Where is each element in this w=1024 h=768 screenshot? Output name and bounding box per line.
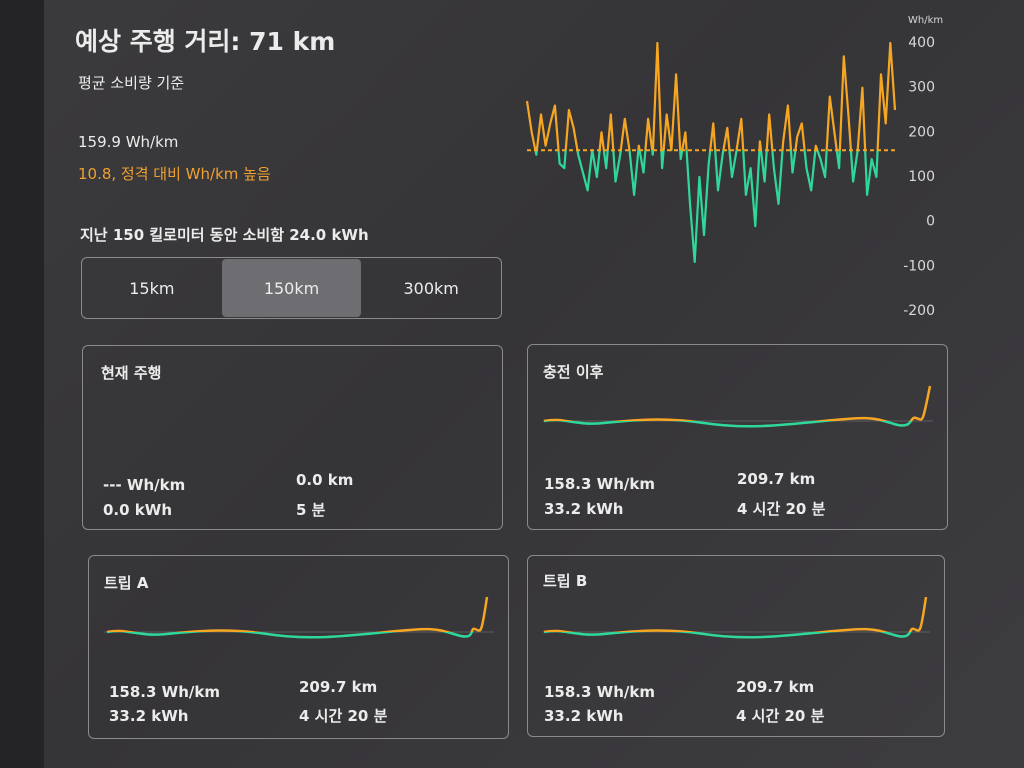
card: 트립 A 158.3 Wh/km 33.2 kWh 209.7 km 4 시간 …	[88, 555, 509, 739]
distance-tab[interactable]: 15km	[129, 278, 175, 298]
y-tick-label: 0	[926, 214, 935, 230]
y-tick-label: -200	[903, 303, 935, 319]
card-title: 충전 이후	[543, 363, 604, 381]
distance-tabs: 15km 150km 300km	[81, 257, 502, 319]
card-energy: 33.2 kWh	[109, 707, 189, 725]
card-distance: 0.0 km	[296, 471, 354, 489]
card: 트립 B 158.3 Wh/km 33.2 kWh 209.7 km 4 시간 …	[527, 555, 945, 737]
card-energy: 0.0 kWh	[103, 501, 172, 519]
average: 159.9 Wh/km	[78, 133, 179, 151]
consumption-chart: Wh/km 400 300 200 100 0 -100 -200	[525, 15, 943, 319]
consumed: 지난 150 킬로미터 동안 소비함 24.0 kWh	[80, 226, 369, 244]
title: 예상 주행 거리: 71 km	[75, 27, 336, 56]
card-distance: 209.7 km	[737, 470, 816, 488]
card: 충전 이후 158.3 Wh/km 33.2 kWh 209.7 km 4 시간…	[527, 344, 948, 530]
distance-tab[interactable]: 300km	[403, 278, 459, 298]
card-efficiency: 158.3 Wh/km	[544, 683, 655, 701]
card-distance: 209.7 km	[736, 678, 815, 696]
y-tick-label: 400	[908, 35, 935, 51]
subtitle: 평균 소비량 기준	[78, 74, 185, 92]
distance-tab[interactable]: 150km	[221, 259, 362, 317]
card-energy: 33.2 kWh	[544, 707, 624, 725]
card-duration: 4 시간 20 분	[737, 500, 826, 518]
sparkline	[104, 596, 494, 639]
consumption-line	[525, 41, 897, 263]
comparison: 10.8, 정격 대비 Wh/km 높음	[78, 165, 271, 183]
y-tick-label: 300	[908, 80, 935, 96]
y-tick-label: -100	[903, 258, 935, 274]
sidebar	[0, 0, 44, 768]
y-tick-label: 200	[908, 124, 935, 140]
card-efficiency: --- Wh/km	[103, 476, 186, 494]
sparkline	[543, 385, 933, 428]
card-efficiency: 158.3 Wh/km	[109, 683, 220, 701]
sparkline	[543, 596, 930, 639]
card-duration: 5 분	[296, 501, 326, 519]
card-distance: 209.7 km	[299, 678, 378, 696]
card-efficiency: 158.3 Wh/km	[544, 475, 655, 493]
card-title: 트립 B	[543, 572, 588, 590]
card-title: 현재 주행	[101, 364, 162, 382]
unit-label: Wh/km	[908, 15, 943, 26]
card-energy: 33.2 kWh	[544, 500, 624, 518]
card-duration: 4 시간 20 분	[299, 707, 388, 725]
card-duration: 4 시간 20 분	[736, 707, 825, 725]
y-tick-label: 100	[908, 169, 935, 185]
card-title: 트립 A	[104, 574, 149, 592]
card: 현재 주행 --- Wh/km 0.0 kWh 0.0 km 5 분	[82, 345, 503, 530]
